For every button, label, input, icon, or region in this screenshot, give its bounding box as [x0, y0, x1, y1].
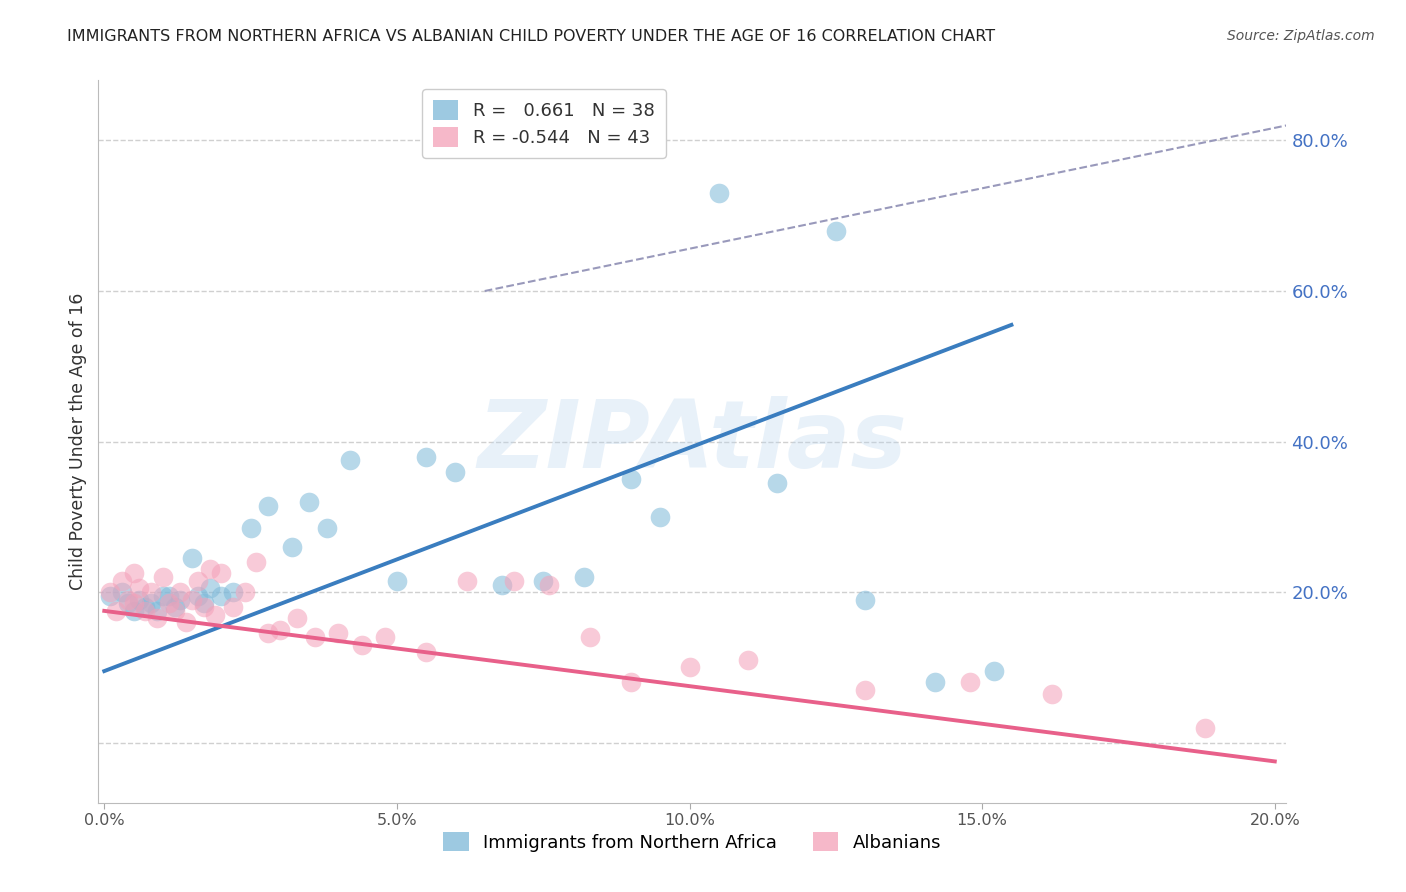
Point — [122, 596, 145, 610]
Point — [187, 574, 209, 588]
Point — [157, 596, 180, 610]
Point — [328, 626, 350, 640]
Point — [707, 186, 730, 201]
Point — [163, 600, 186, 615]
Point — [257, 626, 280, 640]
Point — [139, 585, 162, 599]
Point — [385, 574, 408, 588]
Point — [128, 582, 150, 596]
Point — [456, 574, 478, 588]
Point — [193, 596, 215, 610]
Point — [169, 585, 191, 599]
Point — [298, 494, 321, 508]
Point — [737, 653, 759, 667]
Point — [444, 465, 467, 479]
Legend: Immigrants from Northern Africa, Albanians: Immigrants from Northern Africa, Albania… — [436, 824, 949, 859]
Point — [491, 577, 513, 591]
Point — [853, 592, 876, 607]
Point — [209, 589, 232, 603]
Point — [198, 582, 221, 596]
Point — [374, 630, 396, 644]
Point — [152, 570, 174, 584]
Point — [239, 521, 262, 535]
Point — [204, 607, 226, 622]
Point — [98, 589, 121, 603]
Point — [222, 600, 245, 615]
Point — [572, 570, 595, 584]
Point — [181, 592, 204, 607]
Point — [146, 604, 169, 618]
Point — [650, 509, 672, 524]
Point — [222, 585, 245, 599]
Point — [169, 592, 191, 607]
Point — [139, 596, 162, 610]
Point — [339, 453, 361, 467]
Point — [209, 566, 232, 581]
Text: IMMIGRANTS FROM NORTHERN AFRICA VS ALBANIAN CHILD POVERTY UNDER THE AGE OF 16 CO: IMMIGRANTS FROM NORTHERN AFRICA VS ALBAN… — [67, 29, 995, 44]
Point — [280, 540, 302, 554]
Point — [152, 589, 174, 603]
Point — [198, 562, 221, 576]
Point — [766, 475, 789, 490]
Point — [245, 555, 267, 569]
Point — [233, 585, 256, 599]
Point — [269, 623, 291, 637]
Point — [122, 566, 145, 581]
Text: ZIPAtlas: ZIPAtlas — [478, 395, 907, 488]
Point — [181, 551, 204, 566]
Point — [1194, 721, 1216, 735]
Point — [134, 600, 156, 615]
Point — [924, 675, 946, 690]
Point — [415, 645, 437, 659]
Point — [128, 592, 150, 607]
Point — [538, 577, 561, 591]
Point — [98, 585, 121, 599]
Point — [315, 521, 337, 535]
Point — [620, 675, 643, 690]
Point — [134, 604, 156, 618]
Point — [157, 589, 180, 603]
Point — [531, 574, 554, 588]
Point — [257, 499, 280, 513]
Point — [503, 574, 526, 588]
Point — [983, 664, 1005, 678]
Point — [304, 630, 326, 644]
Point — [163, 604, 186, 618]
Point — [146, 611, 169, 625]
Point — [824, 224, 846, 238]
Point — [678, 660, 700, 674]
Point — [187, 589, 209, 603]
Point — [117, 592, 139, 607]
Point — [620, 472, 643, 486]
Point — [193, 600, 215, 615]
Point — [415, 450, 437, 464]
Point — [287, 611, 309, 625]
Point — [122, 604, 145, 618]
Point — [959, 675, 981, 690]
Point — [174, 615, 197, 630]
Point — [111, 574, 134, 588]
Point — [104, 604, 127, 618]
Point — [111, 585, 134, 599]
Text: Source: ZipAtlas.com: Source: ZipAtlas.com — [1227, 29, 1375, 43]
Point — [350, 638, 373, 652]
Point — [853, 682, 876, 697]
Point — [1040, 687, 1063, 701]
Point — [579, 630, 602, 644]
Y-axis label: Child Poverty Under the Age of 16: Child Poverty Under the Age of 16 — [69, 293, 87, 591]
Point — [117, 596, 139, 610]
